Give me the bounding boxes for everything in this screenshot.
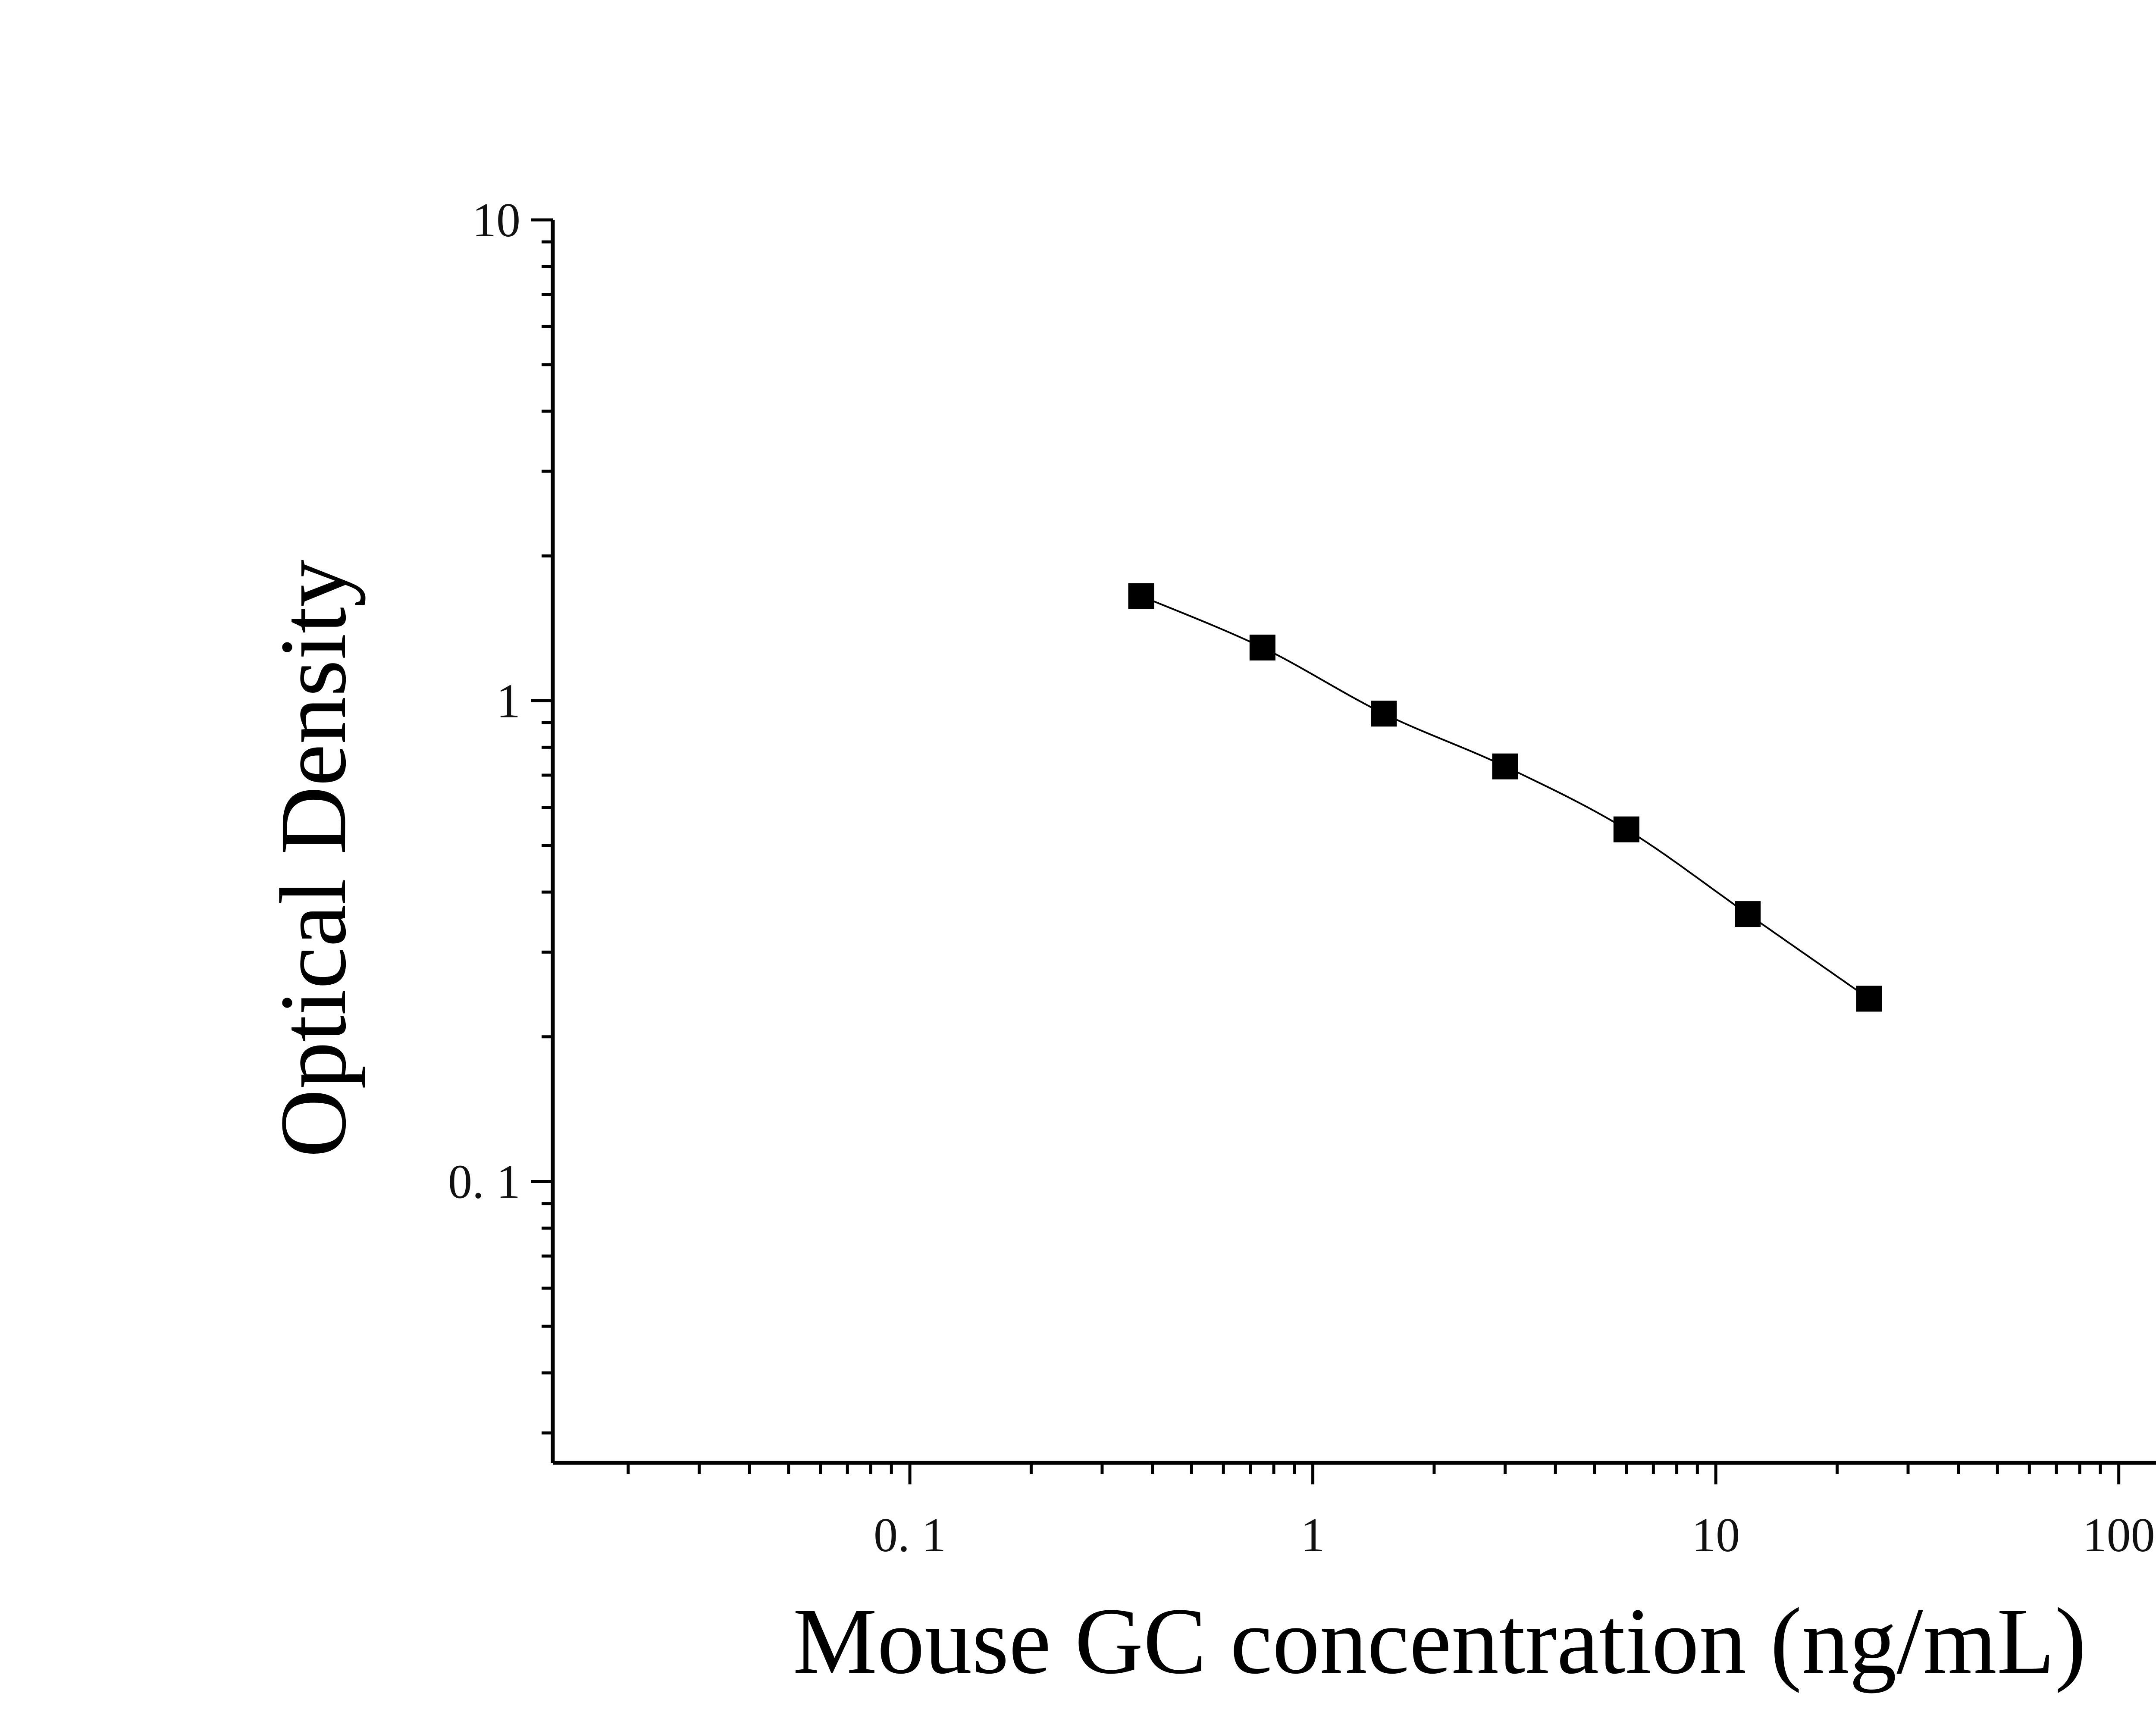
y-tick-label: 1 (496, 674, 520, 728)
x-tick-label: 0. 1 (874, 1509, 946, 1562)
data-point (1128, 583, 1154, 609)
data-point (1249, 634, 1275, 660)
x-tick-label: 1 (1301, 1509, 1325, 1562)
y-axis: 0. 1 1 10 (448, 194, 555, 1463)
x-tick-label: 100 (2083, 1509, 2155, 1562)
y-tick-label: 0. 1 (448, 1155, 520, 1209)
y-tick-label: 10 (472, 194, 520, 247)
x-tick-label: 10 (1692, 1509, 1740, 1562)
data-point (1613, 816, 1639, 842)
y-axis-title: Optical Density (260, 560, 366, 1158)
data-point (1735, 901, 1761, 927)
x-axis: 0. 1 1 10 100 (553, 1461, 2156, 1562)
x-axis-title: Mouse GC concentration (ng/mL) (793, 1588, 2087, 1693)
data-point (1492, 753, 1518, 779)
data-point (1856, 986, 1882, 1012)
data-point (1371, 701, 1397, 727)
plot-area (1128, 583, 1882, 1012)
